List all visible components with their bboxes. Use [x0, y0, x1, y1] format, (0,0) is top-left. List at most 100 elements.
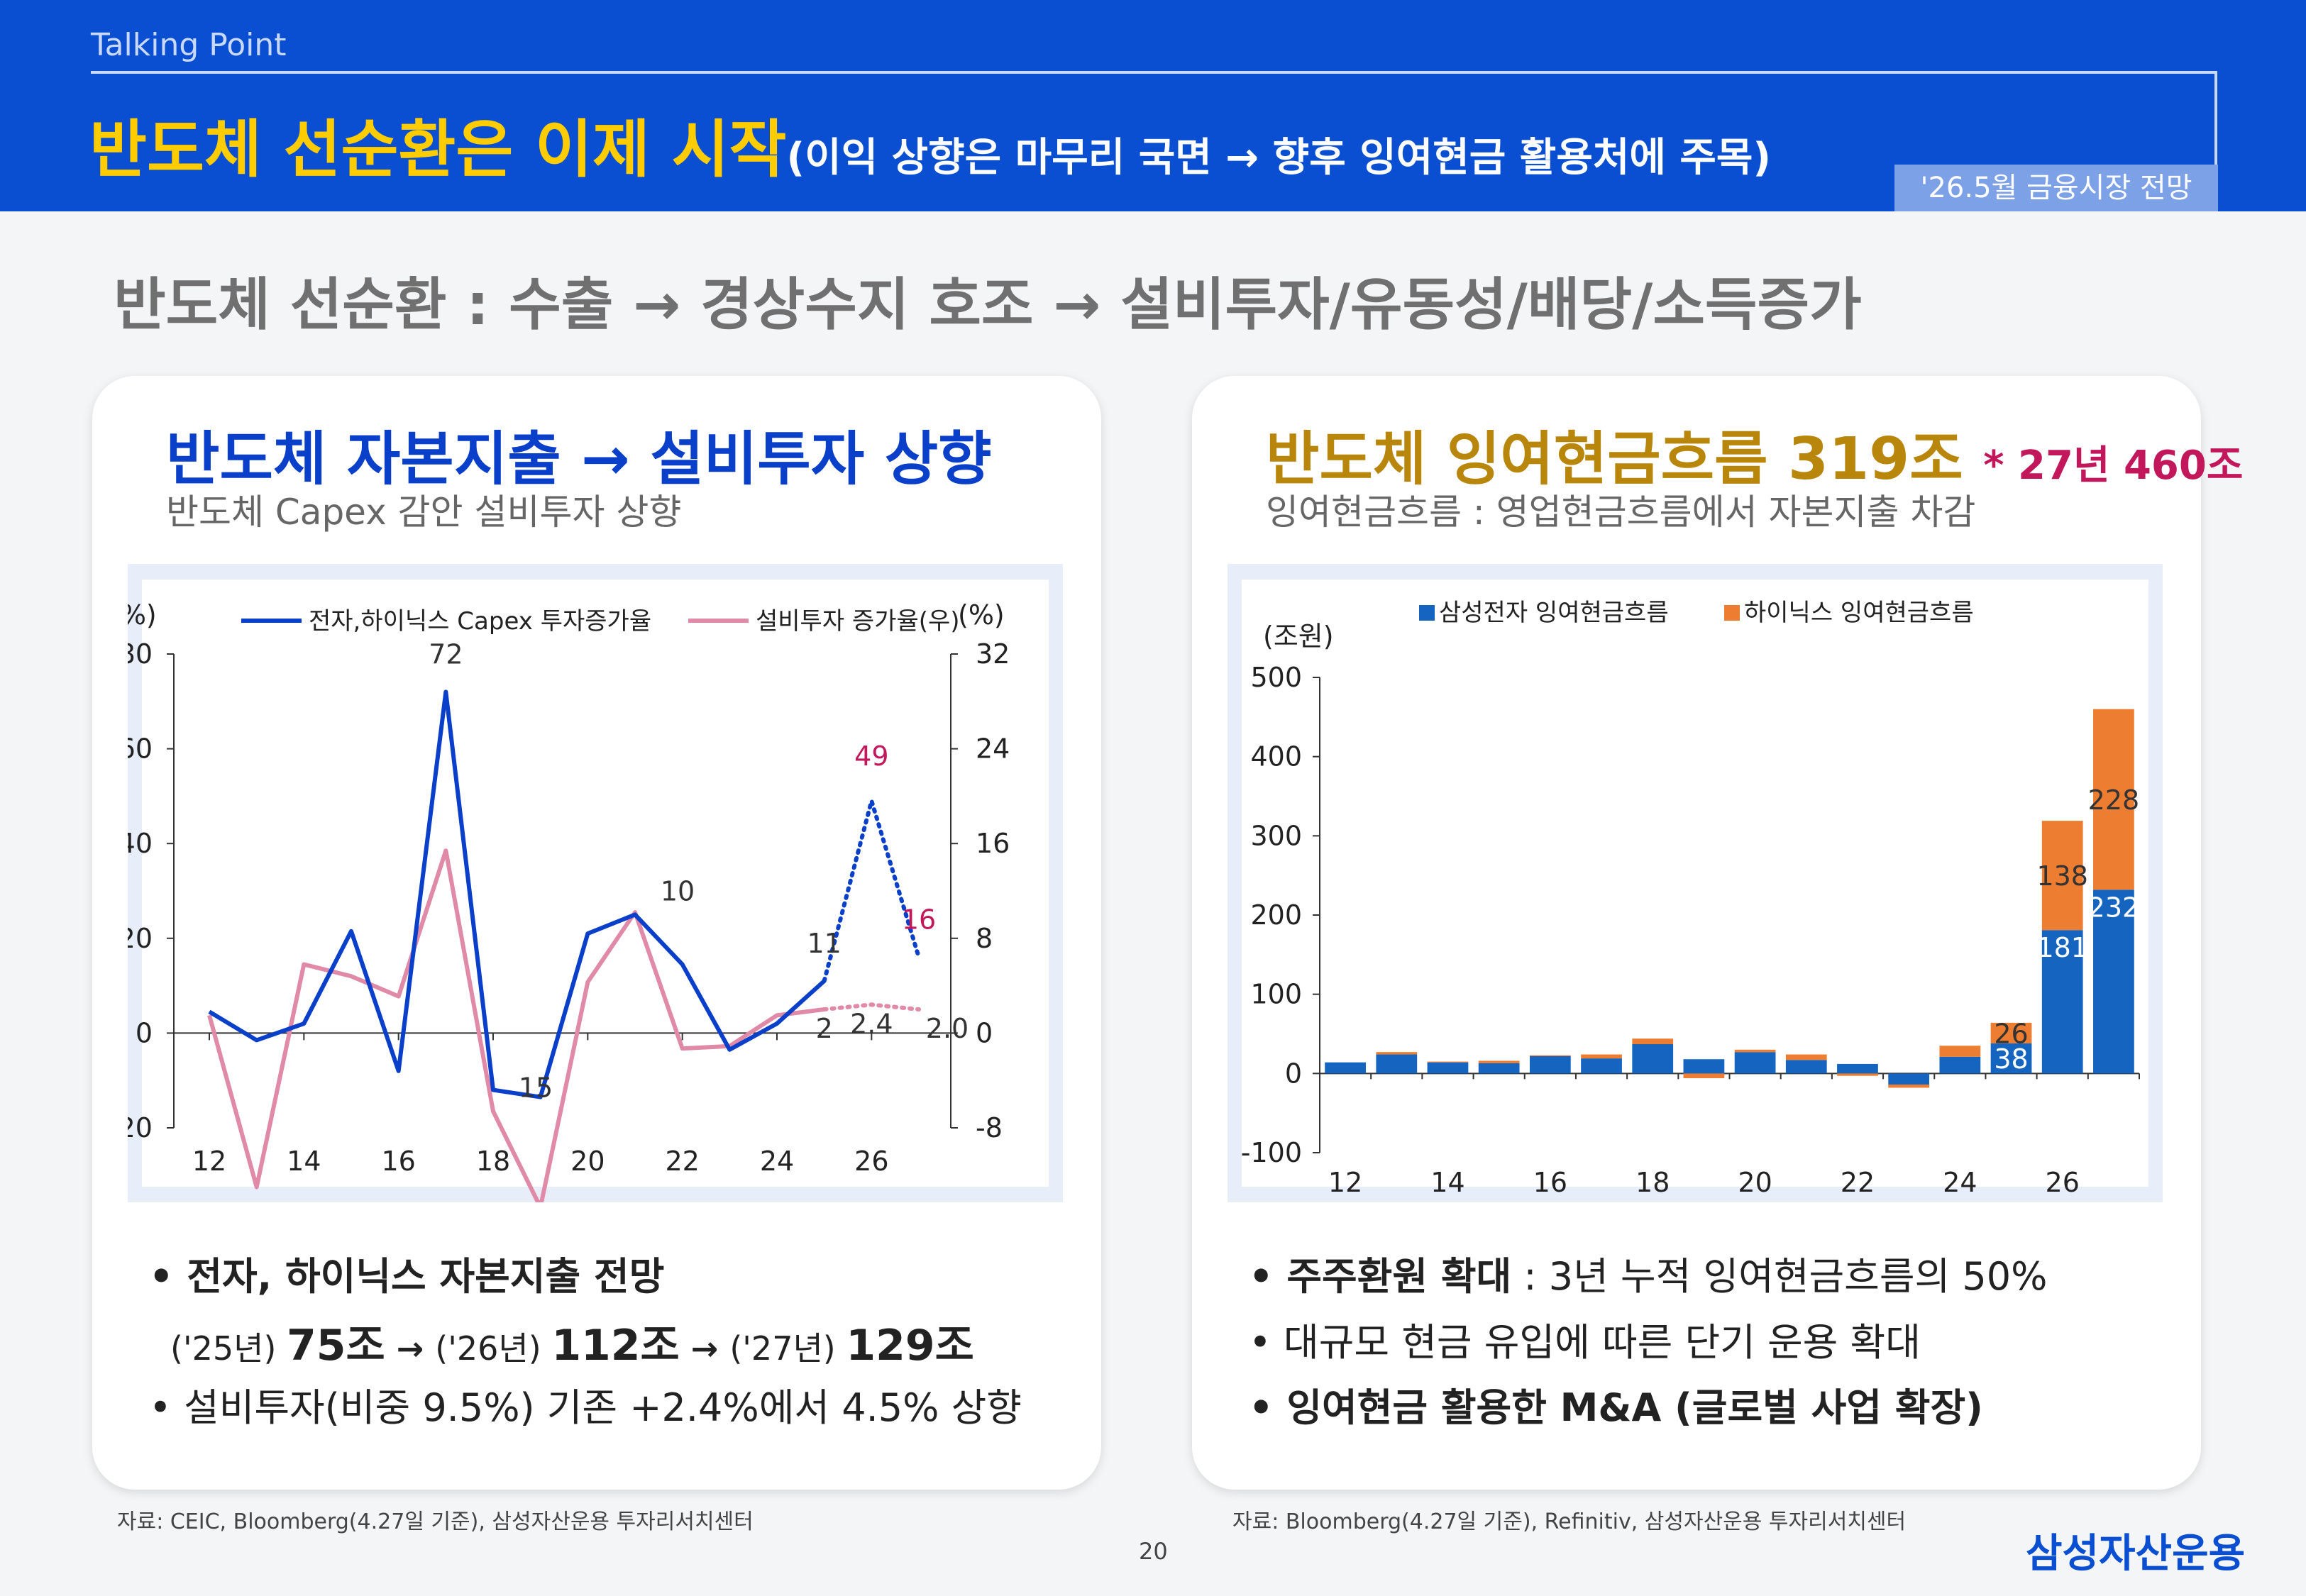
samsung-bar: [1990, 1043, 2032, 1074]
fcf-card-title-note: * 27년 460조: [1983, 443, 2244, 489]
x-tick-label: 20: [570, 1146, 605, 1177]
hynix-bar: [1837, 1073, 1878, 1076]
hynix-bar: [1683, 1073, 1725, 1079]
fcf-card-title: 반도체 잉여현금흐름 319조 * 27년 460조: [1266, 411, 2243, 496]
page-title-main: 반도체 선순환은 이제 시작: [89, 113, 787, 186]
capex-line-chart: 806040200-2032241680-8(%)(%)121416182022…: [128, 580, 1049, 1202]
data-label: 26: [1994, 1018, 2028, 1049]
equipment-series-actual-line: [207, 848, 825, 1202]
samsung-bar: [1325, 1062, 1366, 1074]
x-tick-label: 26: [854, 1146, 888, 1177]
arrow-1: →: [385, 1329, 436, 1368]
x-tick-label: 16: [381, 1146, 415, 1177]
samsung-bar: [1785, 1060, 1827, 1074]
capex-bullet-3: • 설비투자(비중 9.5%) 기존 +2.4%에서 4.5% 상향: [149, 1385, 1022, 1430]
fcf-card-subtitle: 잉여현금흐름 : 영업현금흐름에서 자본지출 차감: [1266, 492, 1976, 533]
samsung-bar: [2041, 930, 2083, 1074]
capex-source-note: 자료: CEIC, Bloomberg(4.27일 기준), 삼성자산운용 투자…: [117, 1509, 754, 1534]
samsung-bar: [1581, 1058, 1622, 1074]
y-right-unit: (%): [958, 599, 1005, 631]
fcf-card-title-main: 반도체 잉여현금흐름 319조: [1266, 426, 1963, 493]
capex-2025-value: 75조: [287, 1321, 385, 1370]
hynix-bar: [1734, 1049, 1776, 1053]
x-tick-label: 14: [287, 1146, 321, 1177]
data-label: 2.0: [926, 1013, 969, 1044]
legend-swatch-samsung: [1419, 605, 1435, 621]
samsung-bar: [1837, 1063, 1878, 1074]
samsung-bar: [1888, 1073, 1930, 1085]
y-right-tick-label: -8: [976, 1112, 1003, 1143]
header-banner: Talking Point 반도체 선순환은 이제 시작(이익 상향은 마무리 …: [0, 0, 2306, 211]
y-right-tick-label: 0: [976, 1017, 993, 1048]
x-tick-label: 22: [1841, 1167, 1875, 1198]
x-tick-label: 18: [476, 1146, 510, 1177]
section-subheading: 반도체 선순환 : 수출 → 경상수지 호조 → 설비투자/유동성/배당/소득증…: [114, 272, 1862, 338]
hynix-bar: [1478, 1060, 1520, 1063]
samsung-bar: [1632, 1044, 1674, 1074]
samsung-bar: [1427, 1062, 1469, 1074]
samsung-bar: [1478, 1063, 1520, 1074]
y-tick-label: 400: [1250, 741, 1302, 772]
y-tick-label: 100: [1250, 979, 1302, 1010]
fcf-bullet-2: • 대규모 현금 유입에 따른 단기 운용 확대: [1249, 1320, 1921, 1365]
y-tick-label: -100: [1241, 1137, 1302, 1168]
hynix-bar: [1427, 1061, 1469, 1063]
y-tick-label: 500: [1250, 662, 1302, 693]
capex-bullet-1-text: • 전자, 하이닉스 자본지출 전망: [149, 1254, 665, 1299]
fcf-bar-chart: 500 400 300 200 100 0 -100 (조원) 12 14 16 18 20 22 24 26…: [1241, 580, 2148, 1198]
y-tick-label: 0: [1285, 1058, 1302, 1089]
y-right-tick-label: 16: [976, 828, 1010, 859]
capex-2027-value: 129조: [846, 1321, 974, 1370]
data-label: 15: [519, 1073, 553, 1104]
fcf-chart-panel: 500 400 300 200 100 0 -100 (조원) 12 14 16 18 20 22 24 26…: [1228, 564, 2163, 1202]
y-left-tick-label: 60: [128, 733, 153, 765]
x-tick-label: 20: [1738, 1167, 1772, 1198]
fcf-bullet-3: • 잉여현금 활용한 M&A (글로벌 사업 확장): [1249, 1385, 1983, 1430]
x-tick-label: 14: [1430, 1167, 1464, 1198]
samsung-bar: [1939, 1056, 1981, 1074]
samsung-bar: [1734, 1052, 1776, 1074]
page-title: 반도체 선순환은 이제 시작(이익 상향은 마무리 국면 → 향후 잉여현금 활…: [89, 99, 1771, 189]
data-label: 11: [807, 928, 841, 959]
capex-2026-value: 112조: [551, 1321, 680, 1370]
x-tick-label: 12: [1328, 1167, 1362, 1198]
data-label: 72: [429, 638, 463, 670]
x-tick-label: 12: [192, 1146, 226, 1177]
hynix-bar: [1529, 1055, 1571, 1056]
y-axis-unit: (조원): [1263, 621, 1334, 652]
fcf-bullet-1-bold: • 주주환원 확대: [1249, 1254, 1512, 1299]
y-right-tick-label: 24: [976, 733, 1010, 765]
samsung-bar: [1529, 1055, 1571, 1074]
x-tick-label: 18: [1635, 1167, 1670, 1198]
capex-chart-panel: 806040200-2032241680-8(%)(%)121416182022…: [128, 564, 1063, 1202]
fcf-bullet-1-rest: : 3년 누적 잉여현금흐름의 50%: [1511, 1254, 2048, 1299]
x-tick-label: 26: [2046, 1167, 2080, 1198]
fcf-bullet-1: • 주주환원 확대 : 3년 누적 잉여현금흐름의 50%: [1249, 1245, 2047, 1301]
legend-swatch-hynix: [1724, 605, 1740, 621]
company-logo: 삼성자산운용: [2026, 1531, 2246, 1577]
fcf-source-note: 자료: Bloomberg(4.27일 기준), Refinitiv, 삼성자산…: [1232, 1509, 1907, 1534]
year-2025-label: ('25년): [170, 1329, 287, 1368]
year-2026-label: ('26년): [435, 1329, 552, 1368]
y-tick-label: 200: [1250, 899, 1302, 931]
y-left-tick-label: 40: [128, 828, 153, 859]
y-left-tick-label: 80: [128, 638, 153, 670]
arrow-2: →: [679, 1329, 730, 1368]
legend-label-capex: 전자,하이닉스 Capex 투자증가율: [309, 607, 651, 636]
data-label: 232: [2088, 892, 2140, 923]
hynix-bar: [2041, 821, 2083, 931]
y-right-tick-label: 32: [976, 638, 1010, 670]
data-label: 138: [2036, 860, 2088, 892]
header-divider: [91, 71, 2216, 74]
y-left-tick-label: 0: [136, 1017, 153, 1048]
data-label: 49: [854, 741, 888, 772]
capex-card: 반도체 자본지출 → 설비투자 상향 반도체 Capex 감안 설비투자 상향 …: [92, 376, 1101, 1490]
x-tick-label: 22: [665, 1146, 699, 1177]
legend-label-hynix: 하이닉스 잉여현금흐름: [1744, 599, 1974, 627]
y-left-tick-label: -20: [128, 1112, 153, 1143]
capex-card-title: 반도체 자본지출 → 설비투자 상향: [166, 426, 992, 493]
data-label: 10: [661, 875, 695, 907]
header-divider-vertical: [2214, 71, 2217, 167]
data-label: 228: [2088, 785, 2140, 816]
date-tag: '26.5월 금융시장 전망: [1894, 165, 2218, 211]
